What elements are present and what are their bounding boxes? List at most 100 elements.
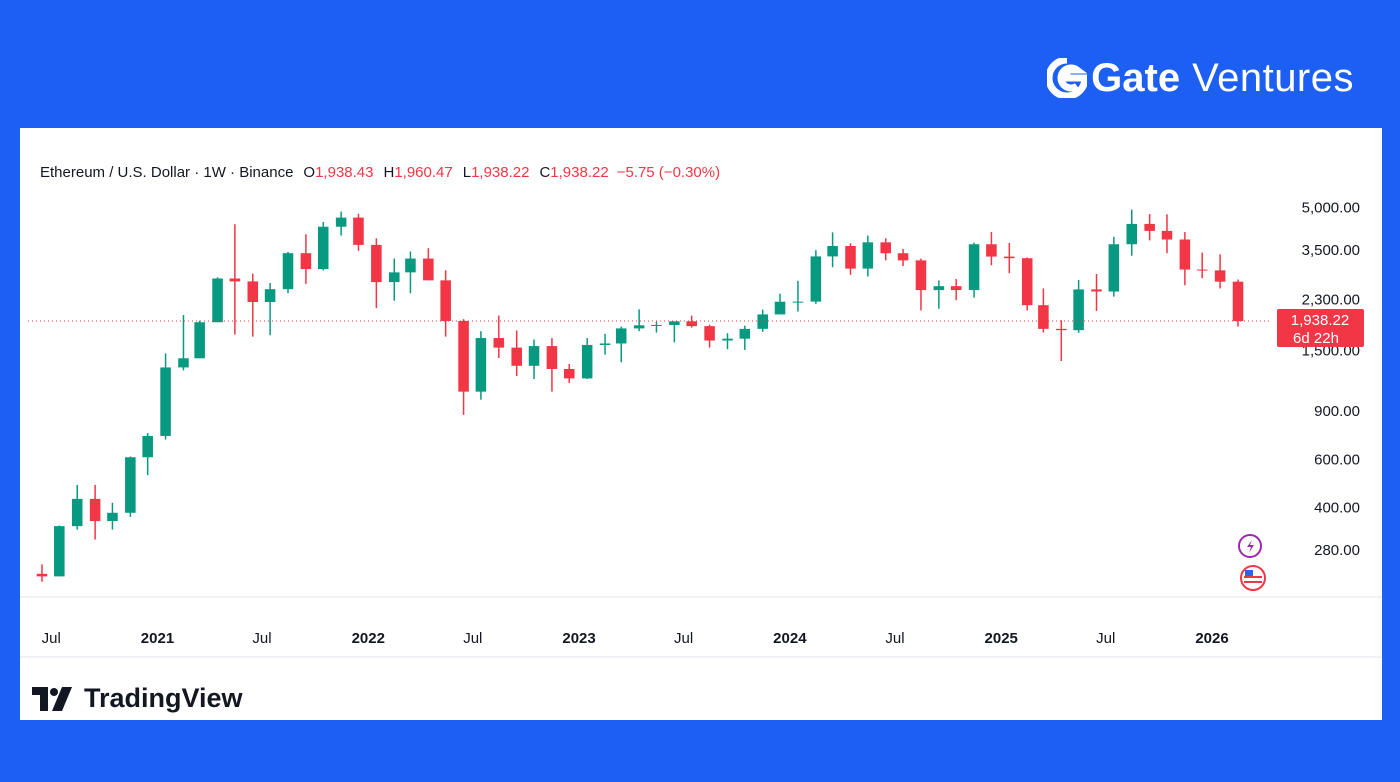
candle-body: [1021, 258, 1033, 306]
candle-body: [599, 343, 611, 345]
candle-body: [528, 346, 540, 366]
candle-body: [774, 301, 786, 315]
candle-body: [71, 498, 83, 527]
candle-body: [686, 321, 697, 327]
brand-suffix: Ventures: [1192, 55, 1354, 100]
candle-body: [212, 278, 223, 323]
x-tick-label: 2025: [985, 630, 1018, 647]
candle-body: [178, 358, 189, 368]
candle-body: [792, 301, 804, 303]
candle-body: [704, 326, 715, 341]
candle-body: [581, 344, 593, 379]
candle-body: [633, 325, 645, 329]
candle-body: [247, 281, 259, 303]
candle-body: [1196, 269, 1208, 271]
candle-body: [36, 573, 48, 577]
candle-body: [651, 324, 662, 326]
x-tick-label: Jul: [1096, 630, 1115, 647]
brand-icon: [1047, 58, 1088, 98]
candle-body: [89, 498, 101, 522]
candle-body: [757, 314, 768, 329]
candle-body: [915, 260, 927, 291]
candle-body: [317, 226, 329, 270]
candle-body: [1004, 256, 1015, 259]
candle-body: [493, 338, 505, 348]
ohlc-value: 1,938.22: [550, 164, 608, 181]
candle-body: [54, 526, 65, 577]
countdown-label: 6d 22h: [1293, 330, 1339, 347]
brand: Gate Ventures: [1047, 56, 1354, 100]
ohlc-value: 1,960.47: [394, 164, 452, 181]
x-tick-label: Jul: [42, 630, 61, 647]
symbol: Ethereum / U.S. Dollar · 1W · Binance: [40, 164, 293, 181]
ohlc-key: H: [383, 164, 394, 181]
candle-body: [335, 217, 347, 227]
y-tick-label: 600.00: [1314, 451, 1360, 468]
candle-body: [950, 286, 962, 291]
candle-body: [440, 280, 451, 321]
y-tick-label: 2,300.00: [1302, 292, 1360, 309]
candle-body: [669, 321, 680, 325]
candle-body: [1056, 328, 1067, 331]
candle-body: [300, 253, 312, 270]
candle-body: [563, 368, 575, 379]
candle-body: [511, 347, 522, 366]
candle-body: [1232, 281, 1244, 322]
candle-body: [845, 245, 856, 269]
candle-body: [423, 258, 434, 281]
candle-body: [615, 328, 627, 344]
candle-body: [1038, 305, 1049, 329]
change: −5.75 (−0.30%): [617, 164, 720, 181]
assistant-icon: [1238, 534, 1262, 558]
ohlc-key: C: [539, 164, 550, 181]
candle-body: [142, 435, 153, 458]
candle-body: [722, 338, 733, 341]
chart-panel: Ethereum / U.S. Dollar · 1W · Binance O1,…: [20, 128, 1382, 720]
candle-body: [968, 244, 980, 291]
ohlc-value: 1,938.43: [315, 164, 373, 181]
candle-body: [1073, 289, 1084, 331]
candle-body: [880, 242, 892, 254]
candle-body: [1214, 270, 1226, 282]
candle-body: [1091, 289, 1102, 292]
ohlc-key: L: [463, 164, 471, 181]
x-tick-label: Jul: [463, 630, 482, 647]
candle-body: [125, 457, 136, 513]
footer-icon: [32, 686, 72, 711]
brand-name: Gate: [1091, 55, 1181, 100]
last-price-box: [1277, 309, 1364, 348]
y-tick-label: 280.00: [1314, 542, 1360, 559]
ohlc-key: O: [303, 164, 315, 181]
candle-body: [862, 242, 874, 269]
candle-body: [897, 253, 909, 261]
candle-body: [933, 286, 945, 291]
candle-body: [739, 328, 751, 339]
candle-body: [1179, 239, 1191, 270]
chart: Ethereum / U.S. Dollar · 1W · Binance O1,…: [20, 164, 1382, 658]
candle-body: [194, 322, 205, 359]
candle-body: [1161, 230, 1173, 240]
x-tick-label: 2021: [141, 630, 174, 647]
candle-body: [405, 258, 416, 273]
x-tick-label: Jul: [885, 630, 904, 647]
x-tick-label: Jul: [674, 630, 693, 647]
candle-body: [282, 253, 294, 290]
chart-legend: Ethereum / U.S. Dollar · 1W · Binance O1,…: [40, 164, 720, 181]
y-tick-label: 900.00: [1314, 403, 1360, 420]
candle-body: [475, 338, 487, 392]
candle-body: [1144, 223, 1155, 231]
footer-text: TradingView: [84, 683, 243, 713]
candle-body: [827, 245, 838, 257]
candle-body: [107, 512, 118, 522]
candle-body: [1108, 244, 1120, 292]
candle-body: [546, 346, 558, 369]
x-tick-label: Jul: [252, 630, 271, 647]
candle-body: [810, 256, 822, 302]
y-tick-label: 400.00: [1314, 500, 1360, 517]
candle-body: [1126, 223, 1138, 245]
y-tick-label: 3,500.00: [1302, 242, 1360, 259]
y-tick-label: 5,000.00: [1302, 199, 1360, 216]
x-tick-label: 2023: [562, 630, 595, 647]
flag-icon: [1240, 565, 1266, 591]
